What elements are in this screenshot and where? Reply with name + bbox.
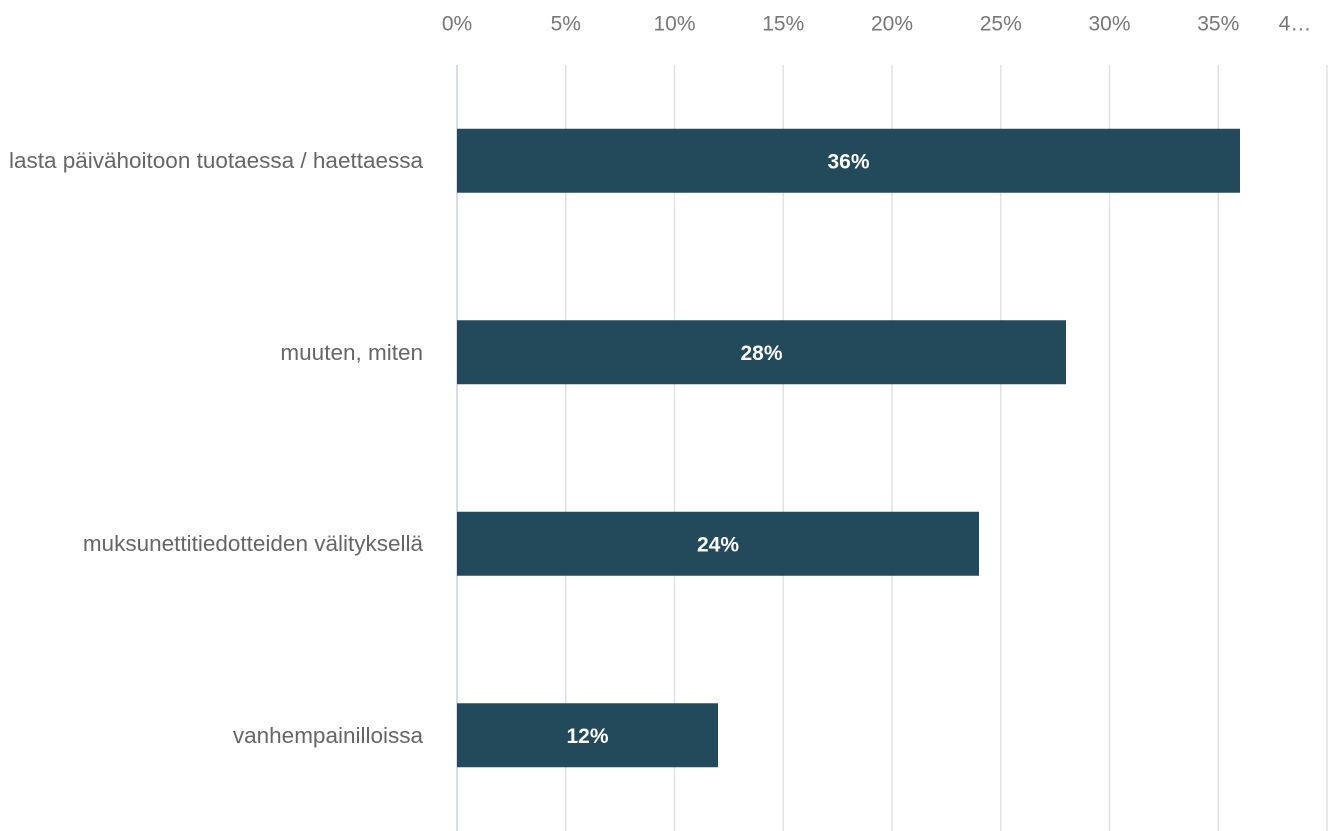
x-tick-label: 10% (653, 13, 695, 36)
bar (457, 703, 718, 768)
bar (457, 511, 979, 576)
bar (457, 320, 1066, 385)
category-label-box: muuten, miten (280, 339, 423, 365)
x-tick-label: 25% (980, 13, 1022, 36)
data-label: 12% (566, 725, 608, 748)
category-label-box: muksunettitiedotteiden välityksellä (82, 531, 423, 557)
category-label: vanhempainilloissa (232, 722, 423, 748)
category-label-box: vanhempainilloissa (232, 722, 423, 748)
category-label: muksunettitiedotteiden välityksellä (82, 531, 423, 557)
category-label: lasta päivähoitoon tuotaessa / haettaess… (8, 148, 423, 174)
x-tick-label: 5% (551, 13, 581, 36)
data-label: 28% (740, 342, 782, 365)
category-label-box: lasta päivähoitoon tuotaessa / haettaess… (8, 148, 423, 174)
x-tick-label: 30% (1088, 13, 1130, 36)
x-tick-label: 35% (1197, 13, 1239, 36)
x-tick-label: 20% (871, 13, 913, 36)
x-tick-label: 0% (442, 13, 472, 36)
data-label: 24% (697, 533, 739, 556)
category-label: muuten, miten (280, 339, 423, 365)
x-tick-label: 4… (1279, 13, 1312, 36)
bar (457, 128, 1240, 193)
x-tick-label: 15% (762, 13, 804, 36)
data-label: 36% (827, 150, 869, 173)
